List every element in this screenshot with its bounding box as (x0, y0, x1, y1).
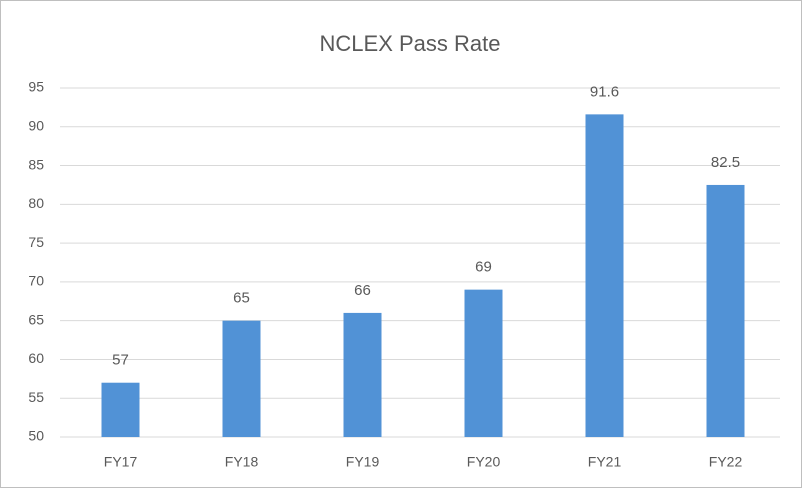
y-tick-label: 80 (28, 195, 44, 211)
x-tick-label: FY18 (225, 454, 259, 470)
bar (464, 289, 503, 437)
x-tick-label: FY21 (588, 454, 622, 470)
y-tick-label: 70 (28, 273, 44, 289)
y-tick-label: 65 (28, 311, 44, 327)
bar (585, 114, 624, 437)
bar (101, 382, 140, 437)
data-label: 82.5 (711, 154, 740, 171)
data-label: 65 (233, 290, 250, 307)
x-tick-label: FY22 (709, 454, 743, 470)
y-tick-label: 50 (28, 428, 44, 444)
x-tick-label: FY20 (467, 454, 501, 470)
y-tick-label: 85 (28, 156, 44, 172)
bar (343, 312, 382, 437)
data-label: 69 (475, 259, 492, 276)
y-tick-label: 95 (28, 79, 44, 95)
x-tick-label: FY19 (346, 454, 380, 470)
y-tick-label: 90 (28, 117, 44, 133)
y-tick-label: 55 (28, 389, 44, 405)
y-tick-label: 75 (28, 234, 44, 250)
bar (222, 320, 261, 437)
bar (706, 184, 745, 437)
data-label: 66 (354, 282, 371, 299)
x-tick-label: FY17 (104, 454, 138, 470)
data-label: 91.6 (590, 83, 619, 100)
chart-title: NCLEX Pass Rate (320, 31, 501, 56)
data-label: 57 (112, 352, 129, 369)
y-tick-label: 60 (28, 350, 44, 366)
